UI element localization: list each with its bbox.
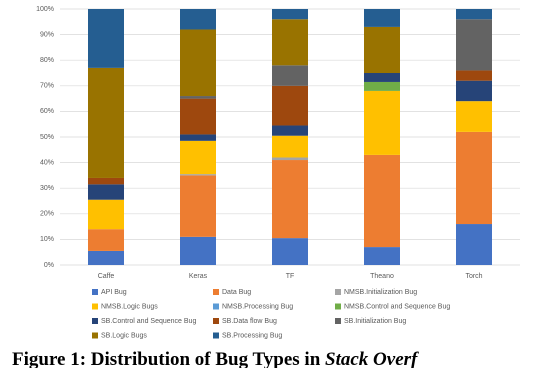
bar-segment — [272, 65, 308, 86]
bar-segment — [456, 70, 492, 81]
legend-label: SB.Initialization Bug — [344, 318, 406, 325]
bar-segment — [88, 9, 124, 68]
legend-label: NMSB.Processing Bug — [222, 303, 293, 310]
bar-segment — [180, 29, 216, 97]
bar-segment — [272, 125, 308, 136]
bar-segment — [180, 98, 216, 135]
y-tick-label: 60% — [40, 108, 54, 115]
bar-segment — [456, 80, 492, 102]
figure-caption: Figure 1: Distribution of Bug Types in S… — [12, 349, 417, 368]
bar-segment — [456, 19, 492, 71]
bar-segment — [272, 238, 308, 265]
bar-segment — [180, 140, 216, 175]
y-tick-label: 70% — [40, 83, 54, 90]
y-tick-label: 10% — [40, 236, 54, 243]
bar-segment — [272, 157, 308, 161]
bar-segment — [364, 90, 400, 155]
legend-swatch — [92, 318, 98, 324]
bar-segment — [180, 134, 216, 141]
bar-segment — [88, 67, 124, 178]
y-tick-label: 50% — [40, 134, 54, 141]
x-tick-label: Caffe — [98, 273, 115, 280]
caption-text: Figure 1: Distribution of Bug Types in — [12, 349, 321, 368]
bar-segment — [456, 131, 492, 225]
bar-segment — [88, 199, 124, 230]
bar-segment — [272, 9, 308, 20]
legend-swatch — [213, 332, 219, 339]
bar-segment — [272, 160, 308, 239]
x-tick-label: Theano — [370, 273, 394, 280]
bar-segment — [88, 229, 124, 251]
y-tick-label: 20% — [40, 211, 54, 218]
x-tick-label: TF — [286, 273, 295, 280]
bar-segment — [88, 177, 124, 185]
bar-segment — [456, 9, 492, 20]
legend-label: SB.Control and Sequence Bug — [101, 318, 196, 325]
legend-label: NMSB.Logic Bugs — [101, 303, 158, 310]
bar-segment — [272, 19, 308, 66]
bar-segment — [364, 73, 400, 82]
bar-segment — [364, 247, 400, 265]
y-tick-label: 0% — [44, 262, 54, 269]
chart: 0% 10% 20% 30% 40% 50% 60% 70% 80% 90% 100% Caffe Ke… — [36, 6, 520, 339]
x-tick-label: Keras — [189, 273, 208, 280]
legend-swatch — [335, 303, 341, 310]
bar-segment — [180, 236, 216, 265]
bar-segment — [364, 154, 400, 248]
legend-swatch — [335, 289, 341, 295]
bar-segment — [180, 174, 216, 176]
bar-segment — [180, 175, 216, 237]
legend-label: NMSB.Control and Sequence Bug — [344, 303, 450, 310]
bar-segment — [272, 135, 308, 158]
legend-swatch — [92, 289, 98, 295]
bar-segment — [456, 101, 492, 132]
y-tick-label: 100% — [36, 6, 54, 13]
y-tick-label: 30% — [40, 185, 54, 192]
bar-segment — [88, 184, 124, 200]
x-tick-label: Torch — [465, 273, 482, 280]
bar-segment — [180, 9, 216, 30]
legend-label: NMSB.Initialization Bug — [344, 289, 417, 296]
caption-emphasis: Stack Overf — [325, 349, 418, 368]
legend-swatch — [335, 318, 341, 324]
bar-segment — [364, 26, 400, 74]
bar-segment — [364, 9, 400, 27]
legend-label: SB.Data flow Bug — [222, 318, 277, 325]
bar-segment — [88, 250, 124, 265]
bar-segment — [272, 85, 308, 126]
legend-label: API Bug — [101, 289, 127, 296]
legend-swatch — [92, 332, 98, 339]
y-tick-label: 40% — [40, 159, 54, 166]
legend-label: Data Bug — [222, 289, 251, 296]
y-tick-label: 90% — [40, 31, 54, 38]
bar-segment — [364, 81, 400, 91]
bar-segment — [456, 224, 492, 265]
y-tick-label: 80% — [40, 57, 54, 64]
legend-swatch — [213, 303, 219, 310]
legend-swatch — [213, 289, 219, 295]
legend-label: SB.Processing Bug — [222, 332, 282, 339]
legend-swatch — [213, 318, 219, 324]
bar-segment — [180, 96, 216, 99]
legend-swatch — [92, 303, 98, 310]
legend-label: SB.Logic Bugs — [101, 332, 147, 339]
